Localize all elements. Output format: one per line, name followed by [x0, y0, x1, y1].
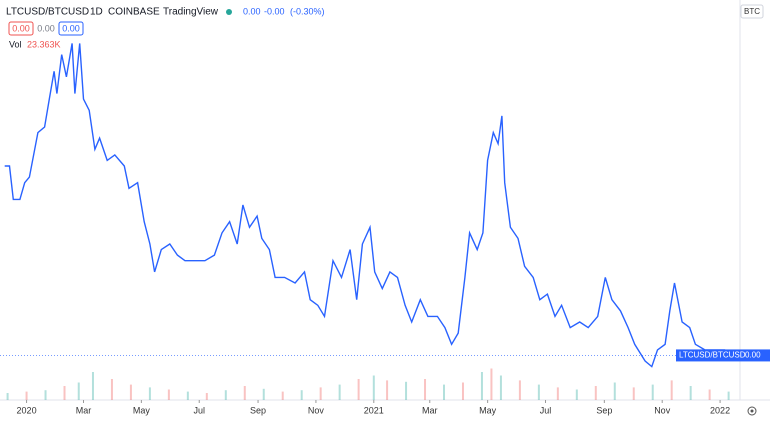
volume-bar [25, 391, 28, 400]
volume-bar [575, 389, 578, 400]
interval: 1D [90, 7, 103, 18]
x-tick-label: 2021 [364, 405, 384, 415]
volume-bar [300, 390, 303, 400]
volume-bar [556, 387, 559, 400]
x-tick-label: Jul [540, 405, 552, 415]
volume-bar [490, 368, 493, 400]
volume-bar [148, 387, 151, 400]
volume-bar [708, 389, 711, 400]
volume-bar [443, 384, 445, 400]
x-tick-label: Mar [76, 405, 92, 415]
status-dot [226, 9, 232, 15]
volume-bar [338, 384, 341, 400]
vol-value: 23.363K [27, 39, 61, 49]
volume-bar [77, 382, 80, 400]
volume-bar [499, 375, 502, 400]
volume-bar [613, 382, 616, 400]
price-tag-bg [676, 349, 770, 362]
x-tick-label: May [133, 405, 151, 415]
volume-bar [205, 393, 208, 400]
volume-bar [224, 390, 227, 400]
x-tick-label: Nov [308, 405, 325, 415]
vol-label: Vol [9, 39, 22, 49]
source: TradingView [163, 7, 219, 18]
price-tag-name: LTCUSD/BTCUSD [679, 351, 746, 360]
sell-price[interactable]: 0.00 [12, 23, 30, 33]
exchange: COINBASE [108, 7, 160, 18]
volume-bar [727, 391, 730, 400]
settings-icon[interactable] [747, 406, 757, 416]
x-tick-label: May [479, 405, 497, 415]
volume-bar [594, 386, 597, 400]
volume-bar [670, 380, 673, 400]
volume-bar [262, 388, 265, 400]
volume-bar [480, 372, 483, 400]
volume-bar [357, 379, 360, 400]
currency-button[interactable] [740, 4, 764, 19]
volume-bar [167, 389, 170, 400]
volume-bar [424, 379, 427, 400]
volume-bar [110, 379, 113, 400]
price-tag-value: 0.00 [745, 351, 761, 360]
volume-bar [386, 380, 389, 400]
volume-bar [319, 387, 322, 400]
volume-bar [6, 393, 9, 400]
volume-bar [632, 387, 635, 400]
x-tick-label: Sep [596, 405, 612, 415]
x-tick-label: 2020 [17, 405, 37, 415]
volume-bar [537, 384, 540, 400]
volume-bar [372, 375, 375, 400]
volume-bar [689, 386, 692, 400]
volume-bar [243, 386, 246, 400]
x-tick-label: Sep [250, 405, 266, 415]
volume-bar [281, 391, 284, 400]
sell-button[interactable] [8, 21, 34, 36]
x-tick-label: Nov [654, 405, 671, 415]
volume-bar [651, 384, 654, 400]
symbol: LTCUSD/BTCUSD [6, 7, 89, 18]
buy-button[interactable] [58, 21, 84, 36]
volume-bar [518, 380, 521, 400]
spread: 0.00 [37, 23, 55, 33]
price-line [4, 43, 736, 368]
change: -0.00 [264, 6, 285, 16]
buy-price[interactable]: 0.00 [62, 23, 80, 33]
volume-bar [129, 384, 132, 400]
volume-bar [63, 386, 66, 400]
volume-bar [44, 390, 47, 400]
volume-bar [91, 372, 94, 400]
change-pct: (-0.30%) [290, 6, 325, 16]
x-tick-label: 2022 [710, 405, 730, 415]
volume-bar [405, 381, 408, 400]
volume-bar [186, 391, 189, 400]
x-tick-label: Jul [193, 405, 205, 415]
x-tick-label: Mar [422, 405, 438, 415]
currency[interactable]: BTC [744, 7, 760, 16]
volume-bar [461, 382, 464, 400]
last-price: 0.00 [243, 6, 261, 16]
